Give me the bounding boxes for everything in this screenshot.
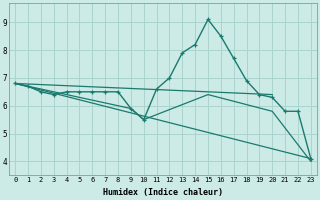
X-axis label: Humidex (Indice chaleur): Humidex (Indice chaleur) (103, 188, 223, 197)
